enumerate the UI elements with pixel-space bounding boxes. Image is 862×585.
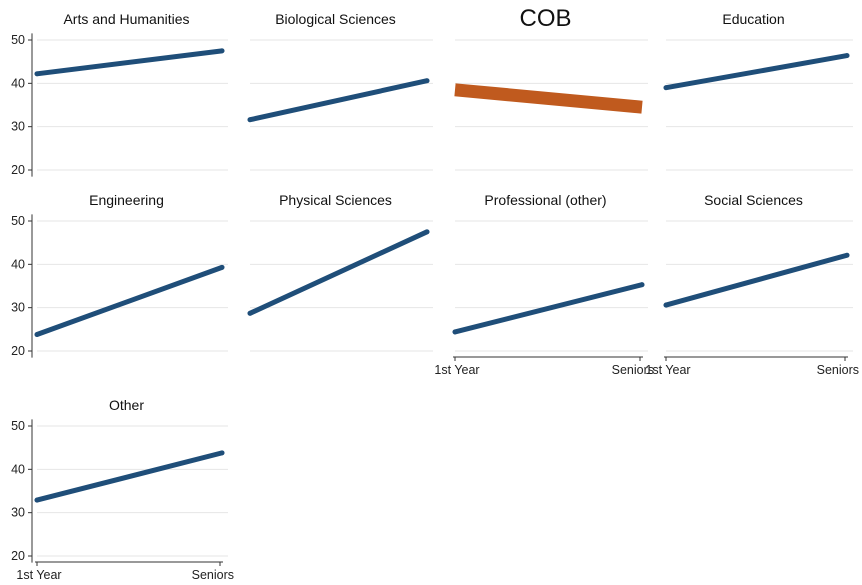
x-tick-label: Seniors: [817, 363, 859, 377]
series-line-engineering: [34, 264, 225, 338]
y-tick-label: 20: [11, 163, 25, 177]
data-point: [34, 497, 40, 503]
data-point: [424, 78, 430, 84]
data-point: [219, 48, 225, 54]
y-tick-label: 50: [11, 33, 25, 47]
series-line-physical-sciences: [247, 229, 430, 316]
data-point: [34, 332, 40, 337]
y-tick-label: 20: [11, 549, 25, 563]
series-line-biological-sciences: [247, 78, 430, 123]
panel-title: Physical Sciences: [279, 192, 392, 208]
data-point: [844, 53, 850, 58]
data-point: [247, 310, 253, 316]
panel-title: Engineering: [89, 192, 164, 208]
y-tick-label: 40: [11, 462, 25, 476]
panel-biological-sciences: Biological Sciences: [247, 11, 433, 171]
data-point: [452, 329, 458, 335]
y-tick-label: 20: [11, 344, 25, 358]
panel-title: Education: [722, 11, 784, 27]
x-tick-label: Seniors: [612, 363, 654, 377]
panel-arts-and-humanities: Arts and Humanities 20 30 40 50: [11, 11, 228, 177]
y-tick-label: 30: [11, 301, 25, 315]
series-line-social-sciences: [663, 252, 850, 308]
data-point: [639, 282, 645, 288]
panel-title: Biological Sciences: [275, 11, 396, 27]
y-tick-label: 30: [11, 506, 25, 520]
panel-title: COB: [519, 5, 571, 32]
panel-title: Professional (other): [484, 192, 606, 208]
data-point: [34, 71, 40, 77]
panel-professional-other: Professional (other): [452, 192, 648, 352]
data-point: [663, 85, 669, 91]
panel-education: Education 1st Year Seniors: [645, 11, 859, 377]
x-tick-label: Seniors: [192, 568, 234, 582]
data-point: [844, 252, 850, 258]
x-tick-label: 1st Year: [434, 363, 479, 377]
y-tick-label: 40: [11, 257, 25, 271]
data-point: [424, 229, 430, 235]
series-line-arts-and-humanities: [34, 48, 225, 77]
panel-title: Social Sciences: [704, 192, 803, 208]
y-tick-label: 50: [11, 214, 25, 228]
x-tick-label: 1st Year: [16, 568, 61, 582]
series-line-professional-other: [452, 282, 645, 335]
data-point: [663, 302, 669, 308]
data-point: [247, 117, 253, 123]
series-line-education: [663, 53, 850, 91]
panel-title: Other: [109, 397, 144, 413]
panel-engineering: Engineering 20 30 40 50: [11, 192, 228, 358]
series-line-cob: [454, 83, 643, 114]
y-tick-label: 40: [11, 76, 25, 90]
series-line-other: [34, 450, 225, 503]
panel-social-sciences: Social Sciences: [663, 192, 853, 352]
panel-title: Arts and Humanities: [63, 11, 189, 27]
data-point: [219, 450, 225, 456]
panel-other: Other 20 30 40 50 1st Year Seniors: [11, 397, 234, 582]
panel-cob: COB 1st Year Seniors: [434, 5, 654, 377]
x-tick-label: 1st Year: [645, 363, 690, 377]
y-tick-label: 50: [11, 419, 25, 433]
y-tick-label: 30: [11, 120, 25, 134]
data-point: [219, 264, 225, 270]
panel-physical-sciences: Physical Sciences: [247, 192, 433, 352]
